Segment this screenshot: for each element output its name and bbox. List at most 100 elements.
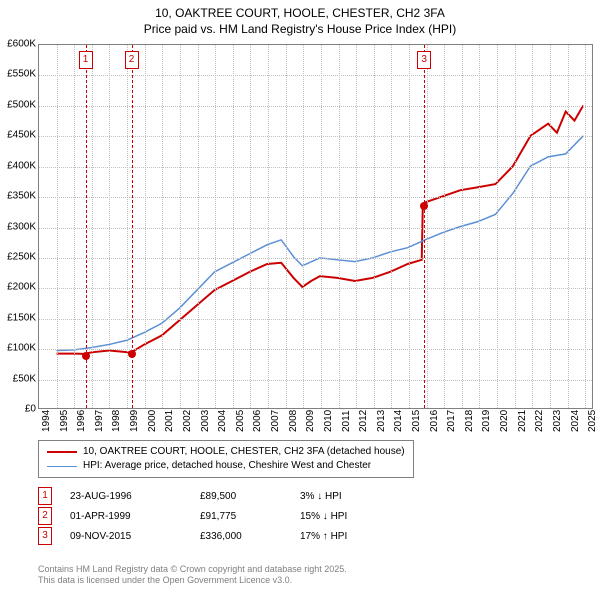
gridline-v [286,45,287,408]
y-tick-label: £400K [2,160,36,171]
x-tick-label: 2008 [288,410,299,432]
sale-marker-box: 3 [417,51,431,69]
sale-marker-box: 2 [125,51,139,69]
y-tick-label: £0 [2,404,36,415]
sales-marker: 2 [38,507,52,525]
x-tick-label: 2023 [552,410,563,432]
x-tick-label: 1997 [94,410,105,432]
y-tick-label: £50K [2,373,36,384]
gridline-v [180,45,181,408]
gridline-v [585,45,586,408]
attribution-line2: This data is licensed under the Open Gov… [38,575,347,586]
sales-date: 23-AUG-1996 [70,491,200,502]
x-tick-label: 1996 [76,410,87,432]
y-tick-label: £600K [2,39,36,50]
y-tick-label: £550K [2,69,36,80]
gridline-v [515,45,516,408]
sale-point-dot [82,352,90,360]
x-tick-label: 2000 [147,410,158,432]
gridline-v [568,45,569,408]
sales-row: 1 23-AUG-1996£89,5003% ↓ HPI [38,486,380,506]
legend-label: 10, OAKTREE COURT, HOOLE, CHESTER, CH2 3… [83,445,405,459]
x-tick-label: 2005 [235,410,246,432]
y-tick-label: £150K [2,312,36,323]
sales-diff: 3% ↓ HPI [300,491,380,502]
gridline-h [39,319,592,320]
gridline-v [74,45,75,408]
y-tick-label: £450K [2,130,36,141]
legend: 10, OAKTREE COURT, HOOLE, CHESTER, CH2 3… [38,440,414,478]
title-line2: Price paid vs. HM Land Registry's House … [0,22,600,38]
attribution-line1: Contains HM Land Registry data © Crown c… [38,564,347,575]
series-line [57,105,584,353]
sales-table: 1 23-AUG-1996£89,5003% ↓ HPI 2 01-APR-1999£… [38,486,380,546]
x-tick-label: 2025 [587,410,598,432]
gridline-v [391,45,392,408]
sale-point-dot [420,202,428,210]
gridline-h [39,136,592,137]
legend-item: 10, OAKTREE COURT, HOOLE, CHESTER, CH2 3… [47,445,405,459]
x-tick-label: 2018 [464,410,475,432]
gridline-h [39,228,592,229]
gridline-v [92,45,93,408]
chart-container: 10, OAKTREE COURT, HOOLE, CHESTER, CH2 3… [0,0,600,590]
x-tick-label: 2006 [252,410,263,432]
x-tick-label: 2014 [393,410,404,432]
gridline-v [303,45,304,408]
y-tick-label: £250K [2,251,36,262]
gridline-h [39,106,592,107]
sales-date: 01-APR-1999 [70,511,200,522]
sales-diff: 15% ↓ HPI [300,511,380,522]
gridline-h [39,349,592,350]
gridline-v [250,45,251,408]
y-tick-label: £100K [2,343,36,354]
gridline-h [39,197,592,198]
gridline-h [39,380,592,381]
x-tick-label: 2015 [411,410,422,432]
sales-row: 309-NOV-2015£336,00017% ↑ HPI [38,526,380,546]
legend-swatch [47,466,77,467]
x-tick-label: 2007 [270,410,281,432]
gridline-v [321,45,322,408]
sales-marker: 1 [38,487,52,505]
x-tick-label: 2003 [200,410,211,432]
sales-diff: 17% ↑ HPI [300,531,380,542]
gridline-v [427,45,428,408]
gridline-v [550,45,551,408]
sales-row: 2 01-APR-1999£91,77515% ↓ HPI [38,506,380,526]
x-tick-label: 2020 [499,410,510,432]
legend-swatch [47,451,77,453]
gridline-v [162,45,163,408]
gridline-v [356,45,357,408]
gridline-v [444,45,445,408]
y-tick-label: £300K [2,221,36,232]
sales-marker: 3 [38,527,52,545]
sale-marker-box: 1 [79,51,93,69]
sale-marker-line [424,45,425,408]
sales-price: £91,775 [200,511,300,522]
chart-svg [39,45,592,408]
attribution: Contains HM Land Registry data © Crown c… [38,564,347,586]
x-tick-label: 2009 [305,410,316,432]
x-tick-label: 2011 [341,410,352,432]
x-tick-label: 1999 [129,410,140,432]
x-tick-label: 2017 [446,410,457,432]
x-tick-label: 1995 [59,410,70,432]
gridline-v [339,45,340,408]
sales-price: £89,500 [200,491,300,502]
gridline-v [57,45,58,408]
x-tick-label: 2012 [358,410,369,432]
legend-label: HPI: Average price, detached house, Ches… [83,459,371,473]
y-tick-label: £500K [2,99,36,110]
x-tick-label: 2013 [376,410,387,432]
gridline-h [39,75,592,76]
x-tick-label: 2019 [481,410,492,432]
gridline-v [109,45,110,408]
gridline-v [479,45,480,408]
chart-plot-area: 1 2 3 [38,44,593,409]
x-tick-label: 2016 [429,410,440,432]
gridline-h [39,288,592,289]
gridline-v [497,45,498,408]
x-tick-label: 2022 [534,410,545,432]
x-tick-label: 1994 [41,410,52,432]
